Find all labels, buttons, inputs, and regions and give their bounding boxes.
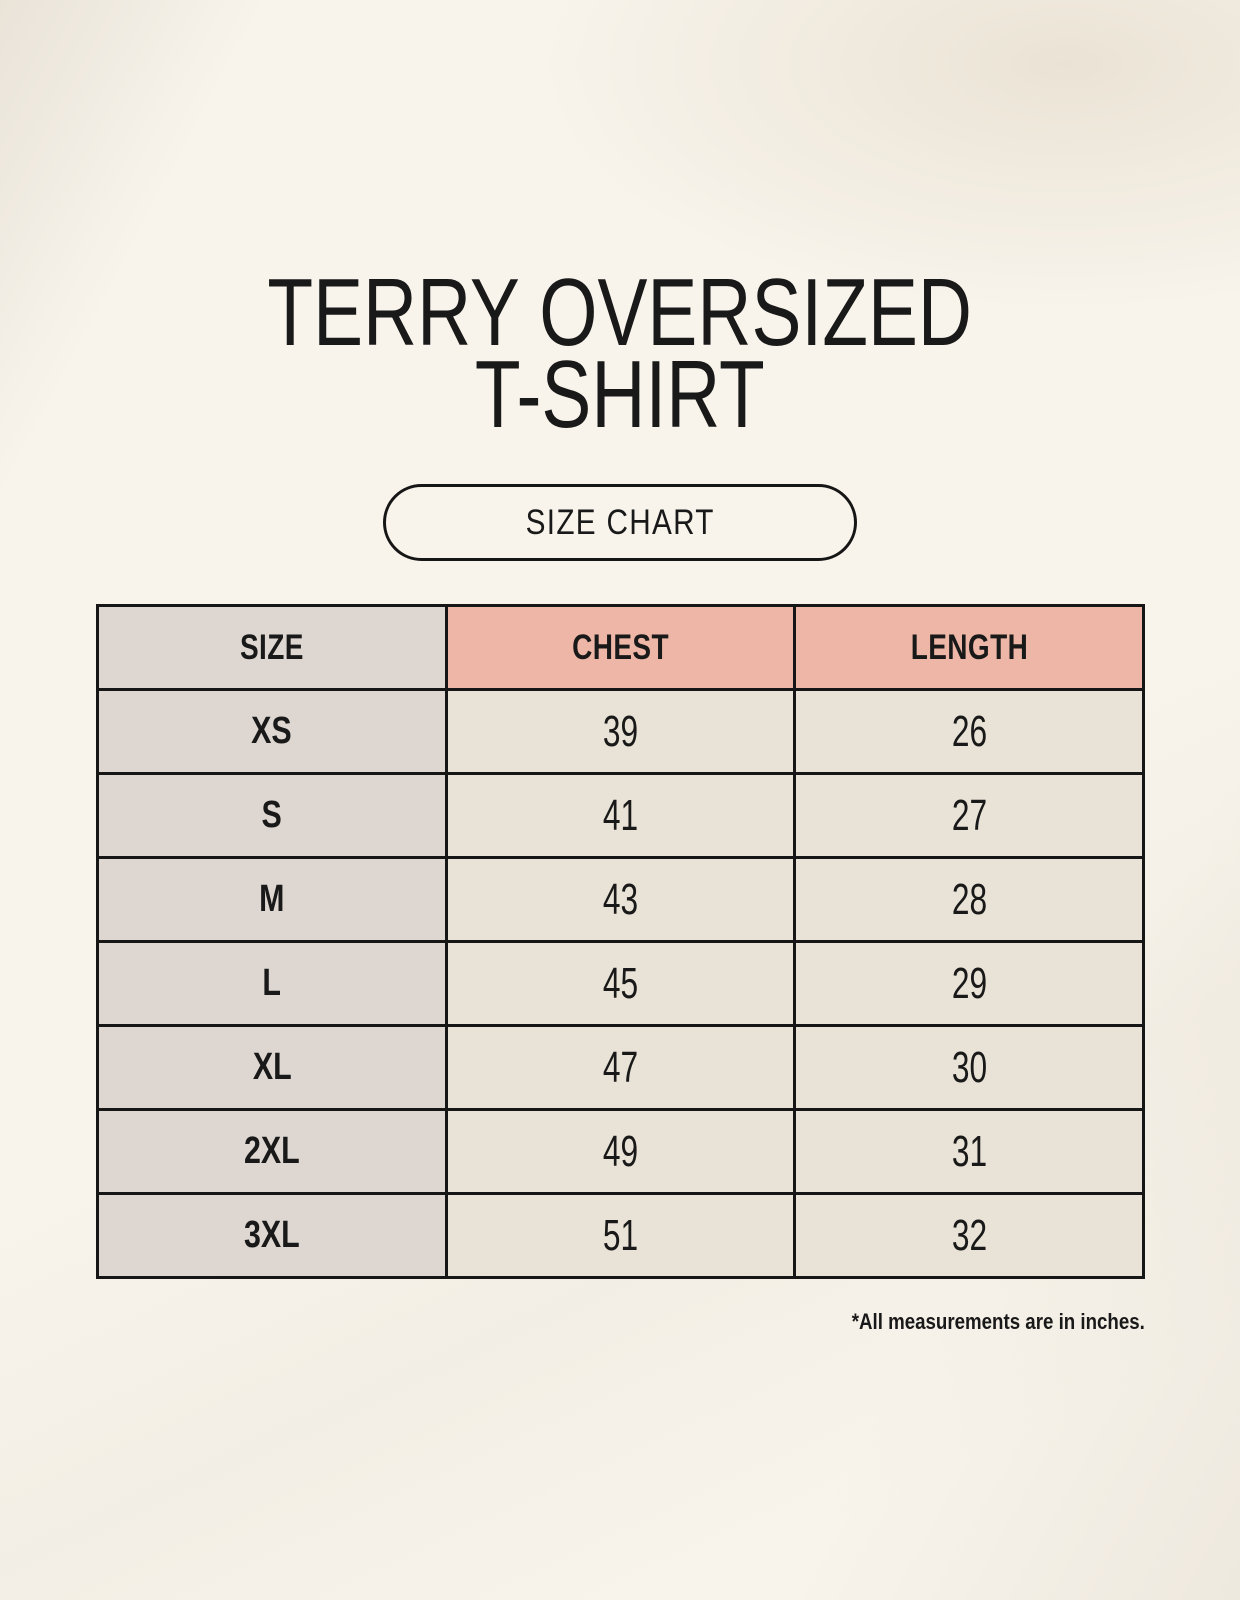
chest-cell: 43: [444, 856, 797, 943]
chest-cell: 45: [444, 940, 797, 1027]
length-cell: 29: [793, 940, 1145, 1027]
size-cell: 2XL: [96, 1108, 448, 1195]
size-cell: S: [96, 772, 448, 859]
chest-cell: 47: [444, 1024, 797, 1111]
length-cell: 31: [793, 1108, 1145, 1195]
table-header-row: SIZE CHEST LENGTH: [96, 604, 1145, 691]
column-header-length: LENGTH: [793, 604, 1145, 691]
length-cell: 32: [793, 1192, 1145, 1279]
measurements-note: *All measurements are in inches.: [851, 1309, 1145, 1334]
table-row-l: L 45 29: [96, 940, 1145, 1027]
table-row-xs: XS 39 26: [96, 688, 1145, 775]
chest-cell: 41: [444, 772, 797, 859]
chest-cell: 51: [444, 1192, 797, 1279]
table-row-m: M 43 28: [96, 856, 1145, 943]
chest-cell: 49: [444, 1108, 797, 1195]
page-title-line-2: T-SHIRT: [475, 341, 765, 448]
column-header-size: SIZE: [96, 604, 448, 691]
chest-cell: 39: [444, 688, 797, 775]
length-cell: 30: [793, 1024, 1145, 1111]
table-row-2xl: 2XL 49 31: [96, 1108, 1145, 1195]
table-row-3xl: 3XL 51 32: [96, 1192, 1145, 1279]
size-cell: XL: [96, 1024, 448, 1111]
page-title: TERRY OVERSIZED T-SHIRT: [0, 259, 1240, 448]
size-cell: 3XL: [96, 1192, 448, 1279]
length-cell: 27: [793, 772, 1145, 859]
size-chart-button[interactable]: SIZE CHART: [383, 484, 857, 561]
size-cell: XS: [96, 688, 448, 775]
length-cell: 26: [793, 688, 1145, 775]
table-row-xl: XL 47 30: [96, 1024, 1145, 1111]
size-cell: M: [96, 856, 448, 943]
size-cell: L: [96, 940, 448, 1027]
page-title-line-1: TERRY OVERSIZED: [267, 259, 973, 366]
table-row-s: S 41 27: [96, 772, 1145, 859]
length-cell: 28: [793, 856, 1145, 943]
column-header-chest: CHEST: [444, 604, 797, 691]
size-chart-button-label: SIZE CHART: [525, 502, 715, 542]
size-table: SIZE CHEST LENGTH XS 39 26 S 41 27 M 43 …: [96, 604, 1145, 1279]
